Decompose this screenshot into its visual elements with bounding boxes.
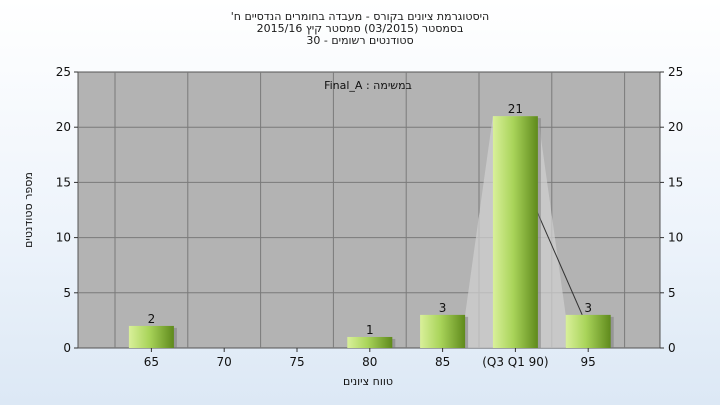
- bar-95: [565, 314, 611, 348]
- y-tick-label-right: 0: [668, 341, 676, 355]
- legend-text: במשימה : Final_A: [324, 79, 412, 92]
- y-tick-label-left: 5: [63, 286, 71, 300]
- y-tick-label-left: 20: [56, 120, 71, 134]
- bar-(Q3 Q1 90): [492, 116, 538, 348]
- chart-title-line-1: היסטוגרמת ציונים בקורס - מעבדה בחומרים ה…: [230, 10, 490, 23]
- data-label-65: 2: [148, 312, 156, 326]
- plot-area: [77, 71, 661, 349]
- data-label-95: 3: [584, 301, 592, 315]
- x-tick-label-6: 95: [581, 355, 596, 369]
- chart-title-line-3: סטודנטים רשומים - 30: [306, 34, 414, 47]
- y-ticks-left: 0 5 10 15 20 25: [56, 65, 78, 355]
- y-tick-label-left: 15: [56, 175, 71, 189]
- bar-65: [128, 325, 174, 348]
- y-tick-label-right: 25: [668, 65, 683, 79]
- x-axis-title: טווח ציונים: [343, 375, 393, 388]
- y-tick-label-left: 25: [56, 65, 71, 79]
- quartile-line: [533, 204, 583, 316]
- chart-title-line-2: בסמסטר (03/2015) סמסטר קיץ 2015/16: [256, 22, 464, 35]
- y-tick-label-left: 10: [56, 231, 71, 245]
- x-tick-label-1: 70: [217, 355, 232, 369]
- y-axis-title: מספר סטודנטים: [22, 172, 35, 248]
- x-tick-label-5: (Q3 Q1 90): [482, 355, 548, 369]
- y-tick-label-right: 20: [668, 120, 683, 134]
- data-label-85: 3: [439, 301, 447, 315]
- data-label-80: 1: [366, 323, 374, 337]
- y-tick-label-left: 0: [63, 341, 71, 355]
- y-tick-label-right: 10: [668, 231, 683, 245]
- x-ticks: 65 70 75 80 85 (Q3 Q1 90) 95: [144, 348, 596, 369]
- y-tick-label-right: 15: [668, 175, 683, 189]
- bar-80: [347, 336, 393, 348]
- bars-group: [128, 116, 614, 348]
- y-ticks-right: 0 5 10 15 20 25: [660, 65, 683, 355]
- data-label-(Q3 Q1 90): 21: [508, 102, 523, 116]
- bar-85: [420, 314, 466, 348]
- x-tick-label-0: 65: [144, 355, 159, 369]
- x-tick-label-2: 75: [289, 355, 304, 369]
- y-tick-label-right: 5: [668, 286, 676, 300]
- x-tick-label-4: 85: [435, 355, 450, 369]
- grid-lines: [78, 72, 660, 348]
- x-tick-label-3: 80: [362, 355, 377, 369]
